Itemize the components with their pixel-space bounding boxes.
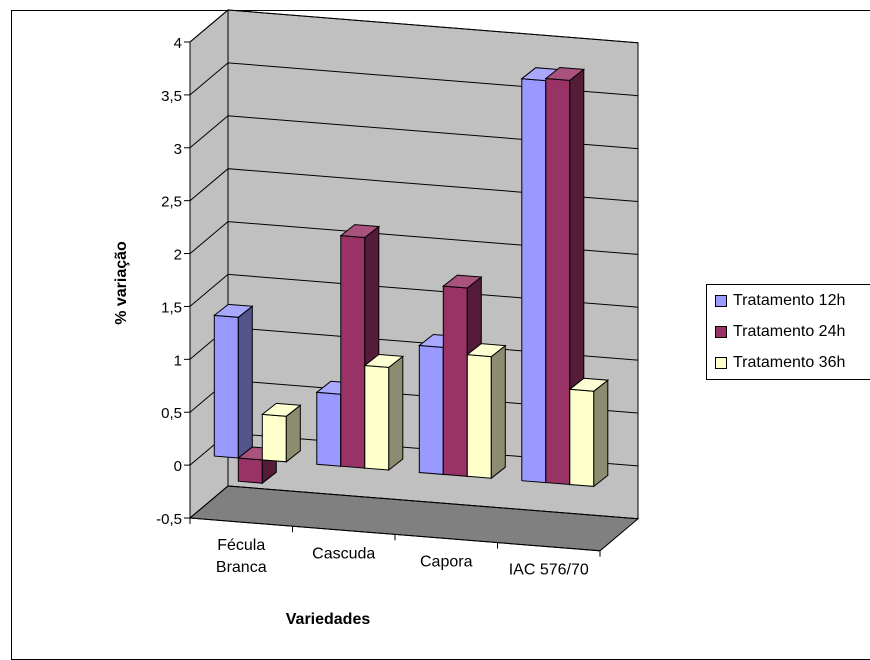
bar-side	[490, 344, 506, 480]
legend-item-12h: Tratamento 12h	[715, 289, 845, 313]
bar-tratamento-12h-0	[212, 303, 254, 460]
x-axis-label: Variedades	[286, 611, 371, 628]
bar-front	[569, 388, 595, 487]
bar-front	[364, 364, 390, 471]
legend-item-24h: Tratamento 24h	[715, 320, 845, 344]
bar-top	[212, 303, 254, 318]
legend: Tratamento 12h Tratamento 24h Tratamento…	[706, 284, 870, 380]
gridline	[189, 62, 639, 97]
bar-top	[465, 343, 507, 358]
bar-top	[441, 274, 483, 289]
bar-front	[442, 285, 468, 477]
bar-top	[260, 402, 302, 417]
y-tick-label: 0,5	[161, 405, 182, 422]
gridline	[189, 485, 639, 520]
bar-tratamento-36h-3	[568, 377, 610, 488]
bar-front	[213, 314, 239, 459]
y-tick-label: 0	[174, 458, 182, 475]
legend-label-12h: Tratamento 12h	[733, 292, 846, 309]
y-tick-label: 2,5	[161, 194, 182, 211]
y-tick-label: -0,5	[156, 511, 182, 528]
y-tick-label: 1,5	[161, 299, 182, 316]
bar-front	[466, 354, 492, 479]
bar-front	[340, 235, 366, 469]
bar-top	[339, 224, 381, 239]
bar-front	[237, 457, 263, 484]
y-tick-label: 3,5	[161, 88, 182, 105]
gridline	[189, 273, 639, 308]
bar-front	[261, 413, 287, 463]
bar-tratamento-36h-1	[363, 353, 405, 472]
legend-swatch-12h	[715, 295, 727, 307]
legend-label-36h: Tratamento 36h	[733, 354, 846, 371]
bar-front	[316, 391, 342, 467]
bar-tratamento-36h-0	[260, 402, 302, 463]
y-tick-label: 2	[174, 247, 182, 264]
bar-top	[363, 353, 405, 368]
x-tick-label: IAC 576/70	[509, 562, 589, 579]
bar-front	[521, 78, 547, 484]
bar-side	[388, 355, 404, 472]
legend-label-24h: Tratamento 24h	[733, 323, 846, 340]
x-tick-label: Cascuda	[312, 545, 375, 562]
y-tick-label: 4	[174, 35, 182, 52]
x-tick-label: Branca	[216, 559, 267, 576]
y-axis-label: % variação	[113, 241, 130, 325]
x-tick-label: Capora	[420, 554, 473, 571]
bar-side	[593, 379, 609, 488]
gridline	[189, 9, 639, 44]
legend-swatch-24h	[715, 326, 727, 338]
gridline	[189, 168, 639, 202]
x-tick-label: Fécula	[217, 537, 265, 554]
bar-tratamento-36h-2	[465, 343, 507, 480]
y-tick-label: 1	[174, 352, 182, 369]
bar-front	[418, 344, 444, 475]
bar-top	[568, 377, 610, 392]
bar-top	[544, 66, 586, 81]
bar-side	[237, 305, 253, 460]
legend-swatch-36h	[715, 357, 727, 369]
gridline	[189, 221, 639, 255]
gridline	[189, 115, 639, 150]
bar-front	[545, 77, 571, 486]
legend-item-36h: Tratamento 36h	[715, 351, 845, 375]
y-tick-label: 3	[174, 141, 182, 158]
